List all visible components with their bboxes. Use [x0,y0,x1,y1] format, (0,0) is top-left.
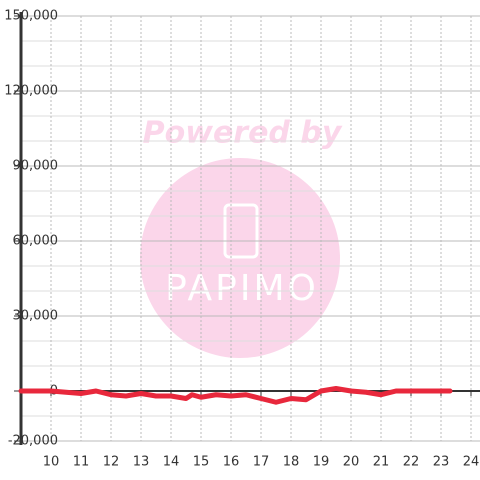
y-tick-label: 90,000 [13,159,59,174]
y-tick-label: 120,000 [4,84,58,99]
watermark-icon [223,203,259,259]
x-tick-label: 18 [283,455,300,470]
watermark: Powered by PAPIMO [140,116,343,358]
x-tick-label: 17 [253,455,270,470]
x-tick-label: 23 [433,455,450,470]
data-line [18,386,453,405]
x-tick-label: 19 [313,455,330,470]
x-tick-label: 13 [133,455,150,470]
x-tick-label: 12 [103,455,120,470]
x-tick-label: 16 [223,455,240,470]
x-tick-label: 20 [343,455,360,470]
y-tick-label: -20,000 [8,434,58,449]
x-tick-label: 22 [403,455,420,470]
watermark-text: Powered by [143,116,343,151]
y-tick-label: 60,000 [13,234,59,249]
x-tick-label: 15 [193,455,210,470]
x-tick-label: 24 [463,455,480,470]
y-tick-label: 30,000 [13,309,59,324]
x-tick-label: 11 [73,455,90,470]
watermark-text: PAPIMO [165,268,319,309]
x-tick-label: 21 [373,455,390,470]
x-tick-label: 10 [43,455,60,470]
y-tick-label: 150,000 [4,9,58,24]
x-tick-label: 14 [163,455,180,470]
